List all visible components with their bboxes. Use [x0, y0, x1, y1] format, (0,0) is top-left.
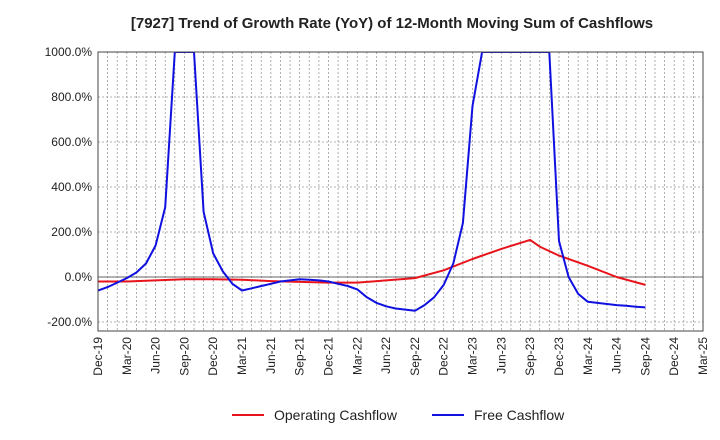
x-tick-label: Jun-21: [264, 337, 278, 374]
legend-label: Operating Cashflow: [274, 407, 398, 423]
x-tick-label: Dec-20: [206, 337, 220, 376]
x-tick-label: Sep-23: [523, 337, 537, 376]
x-tick-label: Mar-24: [581, 337, 595, 375]
plot-area: [98, 52, 646, 312]
series-line-free-cashflow: [98, 52, 646, 312]
grid: [97, 51, 704, 331]
x-tick-label: Jun-20: [149, 337, 163, 374]
y-tick-label: 800.0%: [51, 90, 92, 104]
x-tick-label: Mar-25: [696, 337, 710, 375]
x-tick-label: Jun-23: [494, 337, 508, 374]
x-tick-label: Mar-20: [120, 337, 134, 375]
x-tick-label: Dec-22: [437, 337, 451, 376]
x-tick-label: Dec-19: [91, 337, 105, 376]
chart-title: [7927] Trend of Growth Rate (YoY) of 12-…: [131, 15, 653, 32]
legend: Operating Cashflow Free Cashflow: [232, 407, 565, 423]
x-tick-label: Dec-23: [552, 337, 566, 376]
x-tick-label: Sep-20: [177, 337, 191, 376]
x-tick-label: Sep-24: [638, 337, 652, 376]
x-tick-label: Sep-21: [293, 337, 307, 376]
series-line-operating-cashflow: [98, 238, 646, 286]
x-tick-label: Dec-24: [667, 337, 681, 376]
y-tick-label: 1000.0%: [45, 45, 93, 59]
x-tick-label: Jun-22: [379, 337, 393, 374]
y-tick-label: 0.0%: [65, 270, 93, 284]
x-tick-label: Jun-24: [610, 337, 624, 374]
plot-frame: [97, 51, 704, 332]
y-axis: -200.0% 0.0% 200.0% 400.0% 600.0% 800.0% 1000.…: [45, 45, 93, 329]
x-tick-label: Dec-21: [321, 337, 335, 376]
x-tick-label: Mar-23: [466, 337, 480, 375]
x-axis: Dec-19 Mar-20 Jun-20 Sep-20 Dec-20 Mar-21 Jun-…: [91, 337, 710, 376]
y-tick-label: 400.0%: [51, 180, 92, 194]
y-tick-label: 600.0%: [51, 135, 92, 149]
x-tick-label: Sep-22: [408, 337, 422, 376]
y-tick-label: 200.0%: [51, 225, 92, 239]
x-tick-label: Mar-21: [235, 337, 249, 375]
x-tick-label: Mar-22: [350, 337, 364, 375]
legend-label: Free Cashflow: [474, 407, 565, 423]
y-tick-label: -200.0%: [47, 315, 92, 329]
